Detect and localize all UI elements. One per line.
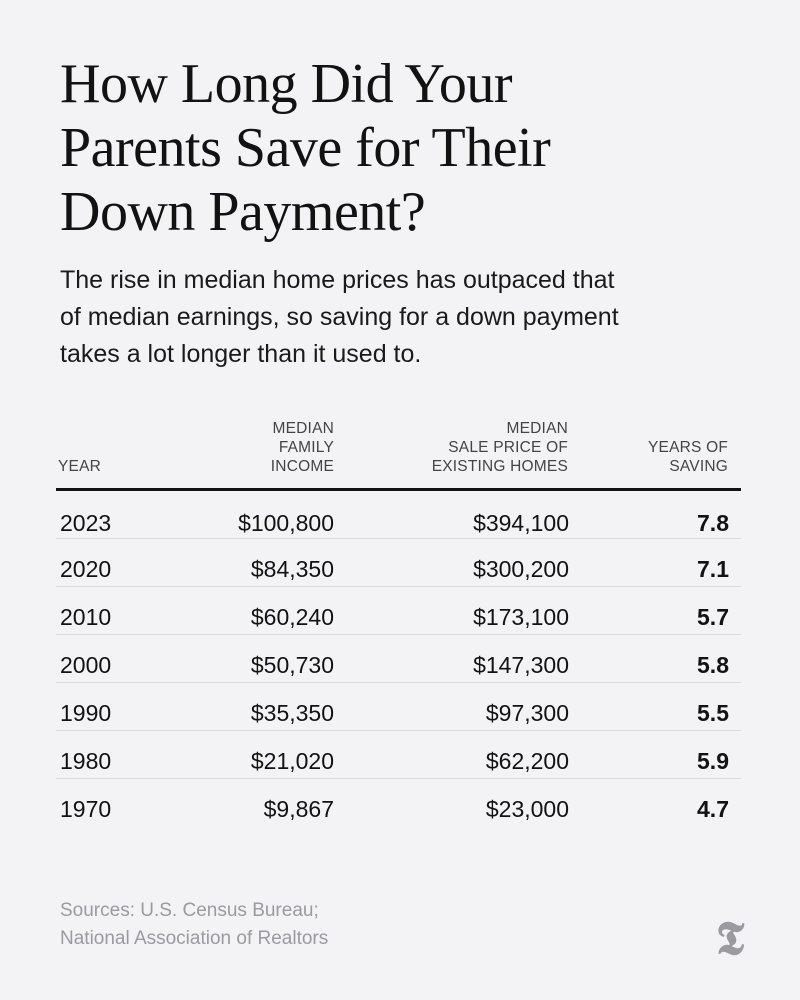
header-income: MEDIAN FAMILY INCOME: [271, 419, 334, 476]
subtitle: The rise in median home prices has outpa…: [60, 262, 750, 373]
cell-price: $173,100: [473, 604, 569, 630]
title-line-1: How Long Did Your: [60, 53, 513, 115]
table-row: 2020 $84,350 $300,200 7.1: [56, 539, 741, 587]
table-row: 1990 $35,350 $97,300 5.5: [56, 683, 741, 731]
cell-year: 2010: [60, 604, 112, 630]
cell-price: $147,300: [473, 652, 569, 678]
page-title: How Long Did Your Parents Save for Their…: [60, 52, 760, 244]
sources-line-2: National Association of Realtors: [60, 928, 329, 949]
cell-years-of-saving: 7.8: [697, 510, 729, 536]
cell-income: $9,867: [263, 796, 334, 822]
cell-income: $60,240: [250, 604, 334, 630]
subtitle-line-3: takes a lot longer than it used to.: [60, 340, 422, 368]
table-header: YEAR MEDIAN FAMILY INCOME MEDIAN SALE PR…: [58, 414, 740, 476]
header-years-line-2: SAVING: [669, 458, 728, 475]
cell-years-of-saving: 7.1: [697, 556, 729, 582]
title-line-2: Parents Save for Their: [60, 117, 551, 179]
cell-year: 1970: [60, 796, 112, 822]
table-body: 2023 $100,800 $394,100 7.8 2020 $84,350 …: [56, 491, 741, 826]
cell-years-of-saving: 4.7: [697, 796, 729, 822]
header-income-line-1: MEDIAN: [272, 420, 334, 437]
header-price-line-1: MEDIAN: [506, 420, 568, 437]
sources-note: Sources: U.S. Census Bureau; National As…: [60, 897, 328, 953]
subtitle-line-2: of median earnings, so saving for a down…: [60, 303, 619, 331]
cell-income: $21,020: [250, 748, 334, 774]
table-row: 2023 $100,800 $394,100 7.8: [56, 491, 741, 539]
cell-price: $23,000: [485, 796, 569, 822]
table-row: 2000 $50,730 $147,300 5.8: [56, 635, 741, 683]
cell-year: 1980: [60, 748, 112, 774]
cell-years-of-saving: 5.5: [697, 700, 729, 726]
nyt-logo-icon: 𝕿: [716, 913, 745, 964]
cell-income: $35,350: [250, 700, 334, 726]
cell-income: $84,350: [250, 556, 334, 582]
table-row: 1970 $9,867 $23,000 4.7: [56, 779, 741, 826]
cell-price: $97,300: [485, 700, 569, 726]
header-year-line: YEAR: [58, 458, 102, 475]
cell-years-of-saving: 5.7: [697, 604, 729, 630]
header-income-line-2: FAMILY: [278, 439, 334, 456]
header-price-line-3: EXISTING HOMES: [431, 458, 568, 475]
cell-year: 2023: [60, 510, 112, 536]
header-price-line-2: SALE PRICE OF: [448, 439, 568, 456]
cell-years-of-saving: 5.8: [697, 652, 729, 678]
header-years-of-saving: YEARS OF SAVING: [648, 438, 728, 476]
header-rule: [56, 488, 741, 491]
cell-price: $62,200: [485, 748, 569, 774]
cell-income: $100,800: [238, 510, 334, 536]
sources-line-1: Sources: U.S. Census Bureau;: [60, 900, 319, 921]
title-line-3: Down Payment?: [60, 181, 426, 243]
cell-income: $50,730: [250, 652, 334, 678]
table-row: 1980 $21,020 $62,200 5.9: [56, 731, 741, 779]
cell-price: $394,100: [473, 510, 569, 536]
header-year: YEAR: [58, 457, 101, 476]
cell-year: 1990: [60, 700, 112, 726]
cell-years-of-saving: 5.9: [697, 748, 729, 774]
subtitle-line-1: The rise in median home prices has outpa…: [60, 266, 615, 294]
cell-year: 2020: [60, 556, 112, 582]
header-price: MEDIAN SALE PRICE OF EXISTING HOMES: [432, 419, 568, 476]
cell-price: $300,200: [473, 556, 569, 582]
header-years-line-1: YEARS OF: [648, 439, 728, 456]
table-row: 2010 $60,240 $173,100 5.7: [56, 587, 741, 635]
cell-year: 2000: [60, 652, 112, 678]
header-income-line-3: INCOME: [270, 458, 334, 475]
